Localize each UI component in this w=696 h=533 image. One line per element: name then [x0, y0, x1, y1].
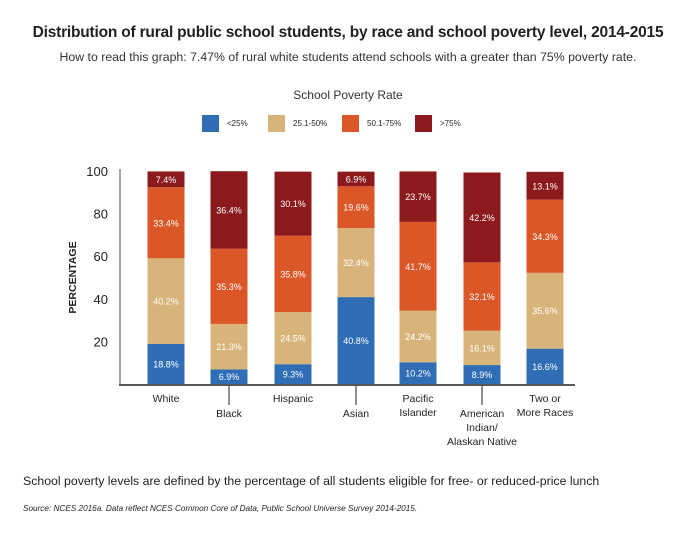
data-label: 34.3% — [532, 232, 558, 242]
legend-swatch — [342, 114, 359, 132]
x-tick-label: Asian — [343, 408, 369, 420]
y-tick-label: 80 — [94, 207, 108, 222]
data-label: 36.4% — [216, 205, 242, 215]
data-label: 24.2% — [405, 332, 431, 342]
data-label: 24.5% — [280, 334, 306, 344]
x-tick-label: White — [153, 393, 180, 405]
y-tick-label: 60 — [94, 249, 108, 264]
data-label: 33.4% — [153, 218, 179, 228]
legend-item: >75% — [415, 114, 461, 132]
y-tick-label: 40 — [94, 292, 108, 307]
data-label: 35.8% — [280, 269, 306, 279]
data-label: 23.7% — [405, 192, 431, 202]
bar-segment — [147, 187, 185, 259]
bar-segment — [399, 221, 437, 311]
bar-segment — [210, 248, 248, 324]
bar-segment — [399, 362, 437, 384]
bar-segment — [526, 348, 564, 384]
bar-segment — [337, 171, 375, 187]
data-label: 41.7% — [405, 262, 431, 272]
x-tick-label: Islander — [399, 407, 437, 419]
bar-segment — [399, 171, 437, 222]
y-tick-label: 20 — [94, 334, 108, 349]
bar-segment — [147, 171, 185, 188]
data-label: 32.1% — [469, 292, 495, 302]
bar-segment — [274, 171, 312, 236]
data-label: 42.2% — [469, 213, 495, 223]
bar-segment — [463, 365, 501, 384]
x-tick-label: Two or — [529, 393, 561, 405]
data-label: 35.3% — [216, 282, 242, 292]
bar-segment — [337, 228, 375, 298]
bar-segment — [274, 364, 312, 384]
bar-segment — [210, 323, 248, 370]
data-label: 21.3% — [216, 342, 242, 352]
legend-swatch — [202, 114, 219, 132]
x-tick-label: More Races — [517, 407, 574, 419]
bar-segment — [210, 171, 248, 249]
y-tick-label: 100 — [86, 164, 108, 179]
y-axis-label: PERCENTAGE — [67, 241, 79, 313]
data-label: 6.9% — [346, 174, 367, 184]
legend-label: 50.1-75% — [367, 118, 402, 128]
bar-segment — [526, 171, 564, 200]
bar-segment — [210, 369, 248, 384]
data-label: 13.1% — [532, 181, 558, 191]
data-label: 18.8% — [153, 359, 179, 369]
chart-subtitle: How to read this graph: 7.47% of rural w… — [59, 50, 637, 64]
bar-segment — [526, 199, 564, 273]
data-label: 16.6% — [532, 362, 558, 372]
data-label: 40.2% — [153, 297, 179, 307]
legend: <25% 25.1-50% 50.1-75% >75% — [0, 114, 696, 135]
x-tick-label: Black — [216, 408, 242, 420]
bar-segment — [463, 330, 501, 366]
chart-title: Distribution of rural public school stud… — [32, 24, 664, 41]
legend-label: >75% — [440, 118, 461, 128]
legend-item: <25% — [202, 114, 248, 132]
x-tick-label: Hispanic — [273, 393, 313, 405]
bar-segment — [463, 262, 501, 331]
data-label: 9.3% — [283, 370, 304, 380]
data-label: 40.8% — [343, 336, 369, 346]
legend-label: <25% — [227, 118, 248, 128]
bar-segment — [526, 272, 564, 349]
bar-segment — [337, 186, 375, 229]
legend-title: School Poverty Rate — [293, 88, 403, 102]
bar-segment — [399, 310, 437, 363]
bar-segment — [274, 312, 312, 365]
data-label: 8.9% — [472, 370, 493, 380]
data-label: 30.1% — [280, 199, 306, 209]
data-label: 6.9% — [219, 372, 240, 382]
x-tick-label: Alaskan Native — [447, 436, 517, 448]
bar-segment — [147, 343, 185, 384]
legend-label: 25.1-50% — [293, 118, 328, 128]
legend-swatch — [415, 114, 432, 132]
data-label: 35.6% — [532, 306, 558, 316]
x-tick-label: Indian/ — [466, 422, 498, 434]
data-label: 32.4% — [343, 258, 369, 268]
bar-segment — [274, 235, 312, 313]
x-tick-label: Pacific — [403, 393, 434, 405]
bar-segment — [463, 172, 501, 263]
data-label: 10.2% — [405, 369, 431, 379]
data-label: 19.6% — [343, 203, 369, 213]
legend-item: 25.1-50% — [268, 114, 328, 132]
bar-segment — [337, 297, 375, 384]
footnote: School poverty levels are defined by the… — [23, 474, 600, 488]
x-tick-label: American — [460, 408, 505, 420]
data-label: 16.1% — [469, 343, 495, 353]
data-label: 7.4% — [156, 175, 177, 185]
source-note: Source: NCES 2016a. Data reflect NCES Co… — [23, 504, 418, 513]
bar-segment — [147, 258, 185, 344]
legend-swatch — [268, 114, 285, 132]
legend-item: 50.1-75% — [342, 114, 402, 132]
